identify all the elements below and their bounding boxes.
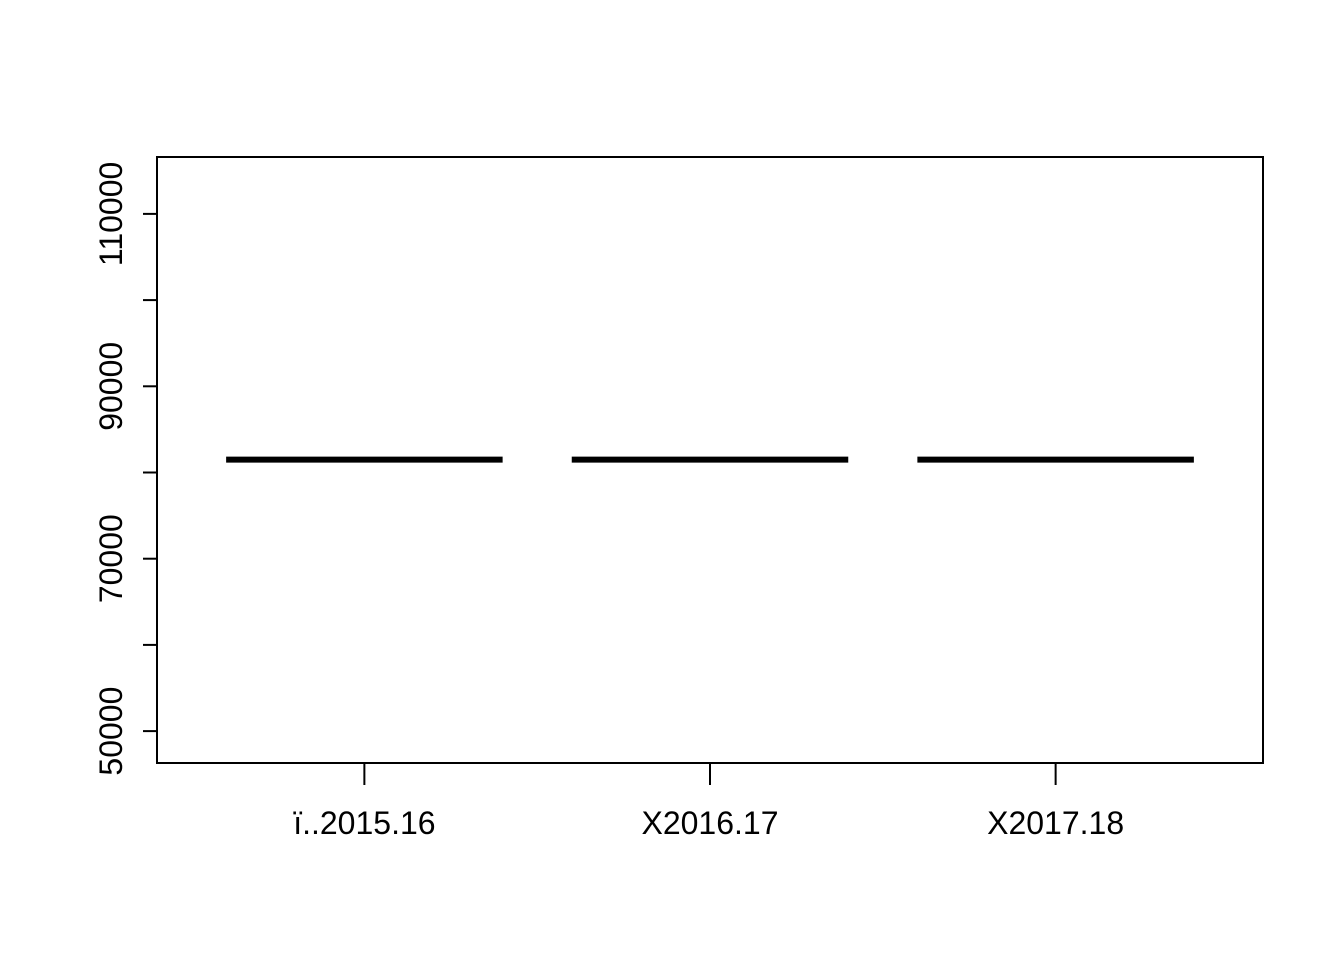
x-tick-label: X2016.17 xyxy=(641,805,778,841)
x-tick-label: X2017.18 xyxy=(987,805,1124,841)
plot-area: 50000 70000 90000 110000 ï..2015.16 X2016.17 X… xyxy=(93,156,1264,841)
y-tick-label: 50000 xyxy=(93,687,129,776)
y-tick-label: 110000 xyxy=(93,162,129,266)
x-tick-label: ï..2015.16 xyxy=(293,805,435,841)
y-tick-label: 70000 xyxy=(93,514,129,603)
y-tick-label: 90000 xyxy=(93,342,129,431)
